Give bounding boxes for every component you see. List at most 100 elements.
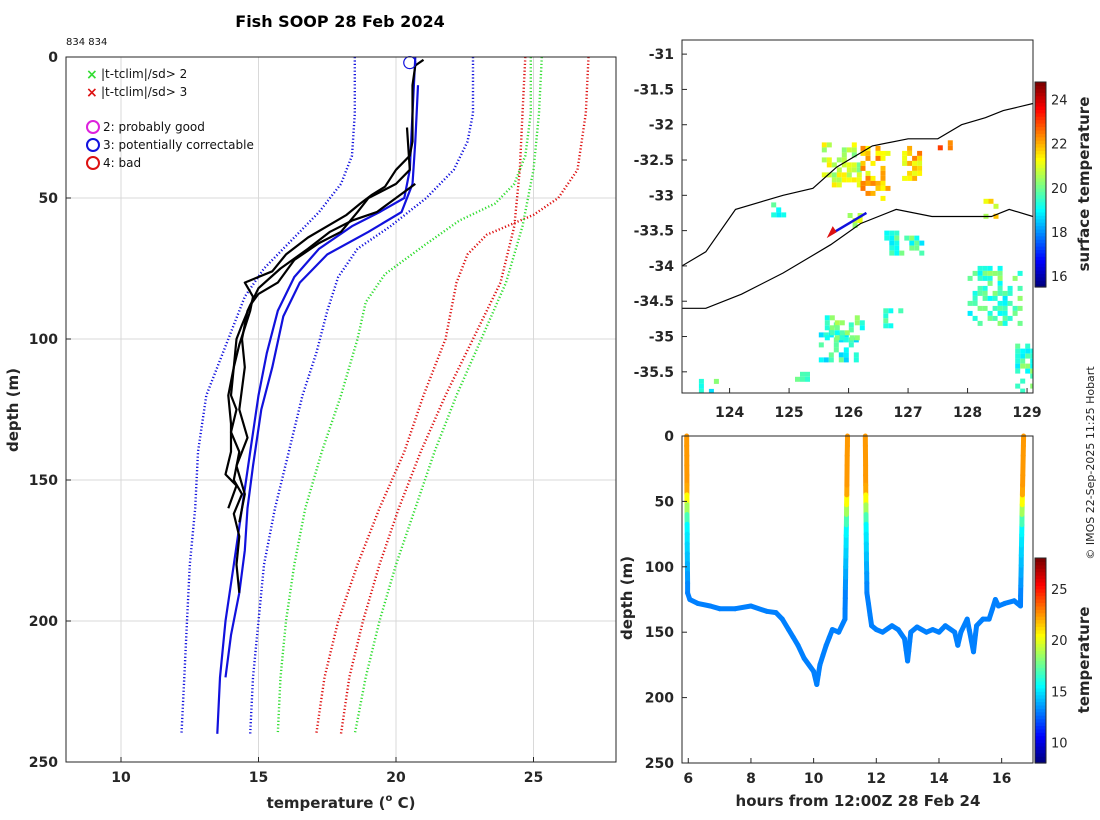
sst-pixel: [904, 235, 910, 241]
sst-pixel: [997, 285, 1003, 291]
sst-pixel: [1025, 368, 1031, 374]
sst-pixel: [839, 335, 845, 341]
map-colorbar-segment: [1035, 181, 1046, 186]
map-colorbar-segment: [1035, 133, 1046, 138]
sst-pixel: [865, 190, 871, 196]
sst-pixel: [899, 250, 905, 256]
timeseries-colorbar-segment: [1035, 752, 1046, 757]
map-colorbar-segment: [1035, 146, 1046, 151]
sst-pixel: [914, 245, 920, 251]
sst-pixel: [919, 240, 925, 246]
timeseries-xtick-label: 8: [746, 771, 756, 787]
sst-pixel: [894, 245, 900, 251]
sst-pixel: [853, 357, 859, 363]
sst-pixel: [1015, 358, 1021, 364]
map-axes-box: [681, 39, 1034, 394]
sst-pixel: [880, 155, 886, 161]
sst-pixel: [917, 170, 923, 176]
map-colorbar-segment: [1035, 92, 1046, 97]
sst-pixel: [967, 300, 973, 306]
sst-pixel: [883, 308, 889, 314]
timeseries-colorbar-segment: [1035, 749, 1046, 754]
sst-pixel: [771, 212, 777, 218]
sst-pixel: [1007, 315, 1013, 321]
profile-series-clim-3sd: [315, 56, 590, 734]
sst-pixel: [852, 223, 858, 228]
sst-pixel: [826, 157, 832, 163]
sst-pixel: [982, 265, 988, 271]
map-colorbar-tick-label: 16: [1051, 270, 1068, 285]
sst-pixel: [883, 313, 889, 319]
timeseries-colorbar-segment: [1035, 667, 1046, 672]
sst-pixel: [1030, 353, 1033, 359]
sst-pixel: [914, 235, 920, 241]
sst-pixel: [821, 147, 827, 153]
sst-pixel: [909, 235, 915, 241]
timeseries-colorbar-segment: [1035, 684, 1046, 689]
sst-pixel: [884, 230, 890, 236]
sst-pixel: [776, 207, 782, 213]
sst-pixel: [982, 285, 988, 291]
legend-flag2-label: 2: probably good: [103, 120, 205, 134]
sst-pixel: [828, 352, 834, 358]
map-colorbar-segment: [1035, 201, 1046, 206]
map-xtick-label: 125: [774, 405, 803, 421]
map-colorbar-tick-label: 20: [1051, 182, 1068, 197]
map-colorbar-segment: [1035, 136, 1046, 141]
profile-series-clim-1sd: [180, 57, 356, 734]
sst-pixel: [884, 235, 890, 241]
sst-pixel: [875, 150, 881, 156]
map-colorbar-segment: [1035, 177, 1046, 182]
sst-pixel: [880, 170, 886, 176]
timeseries-ytick-label: 0: [664, 429, 674, 445]
timeseries-ticks: 6 8 10 12 14 16 0 50 100 150 200 250: [645, 429, 1012, 787]
profile-series-observed-profile: [229, 58, 425, 593]
sst-pixel: [883, 318, 889, 324]
sst-pixel: [912, 155, 918, 161]
map-colorbar-segment: [1035, 82, 1046, 87]
sst-pixel: [1025, 343, 1031, 349]
sst-pixel: [1030, 348, 1033, 354]
sst-pixel: [698, 388, 704, 393]
sst-pixel: [821, 142, 827, 148]
timeseries-colorbar-segment: [1035, 732, 1046, 737]
sst-pixel: [851, 167, 857, 173]
timeseries-xtick-label: 16: [992, 771, 1011, 787]
sst-pixel: [834, 320, 840, 326]
sst-pixel: [972, 290, 978, 296]
profile-ylabel: depth (m): [4, 368, 22, 452]
map-colorbar-segment: [1035, 239, 1046, 244]
credit-label: © IMOS 22-Sep-2025 11:25 Hobart: [1084, 366, 1097, 560]
sst-pixel: [849, 335, 855, 341]
sst-pixel: [829, 330, 835, 336]
sst-pixel: [875, 155, 881, 161]
coastline-north: [682, 102, 1033, 267]
map-colorbar-segment: [1035, 252, 1046, 257]
timeseries-ytick-label: 250: [645, 756, 674, 772]
sst-pixel: [902, 160, 908, 166]
sst-pixel: [851, 162, 857, 168]
sst-pixel: [860, 160, 866, 166]
map-colorbar-segment: [1035, 211, 1046, 216]
profile-series-clim-2sd: [276, 57, 532, 734]
sst-pixel: [917, 165, 923, 171]
map-colorbar-segment: [1035, 140, 1046, 145]
timeseries-colorbar-segment: [1035, 585, 1046, 590]
sst-pixel: [1015, 363, 1021, 369]
timeseries-colorbar-segment: [1035, 558, 1046, 563]
timeseries-colorbar-segment: [1035, 718, 1046, 723]
map-xtick-label: 129: [1012, 405, 1041, 421]
map-colorbar-segment: [1035, 276, 1046, 281]
map-colorbar: 16 18 20 22 24: [1034, 81, 1068, 288]
timeseries-colorbar-segment: [1035, 653, 1046, 658]
timeseries-colorbar-segment: [1035, 677, 1046, 682]
sst-pixel: [800, 376, 805, 382]
timeseries-ytick-label: 50: [655, 494, 675, 510]
sst-pixel: [860, 165, 866, 171]
sst-pixel: [1002, 295, 1008, 301]
map-colorbar-segment: [1035, 95, 1046, 100]
timeseries-colorbar-segment: [1035, 575, 1046, 580]
profile-xlabel: temperature (o C): [267, 793, 416, 812]
timeseries-colorbar-tick-label: 25: [1051, 583, 1068, 598]
sst-pixel: [937, 145, 943, 151]
